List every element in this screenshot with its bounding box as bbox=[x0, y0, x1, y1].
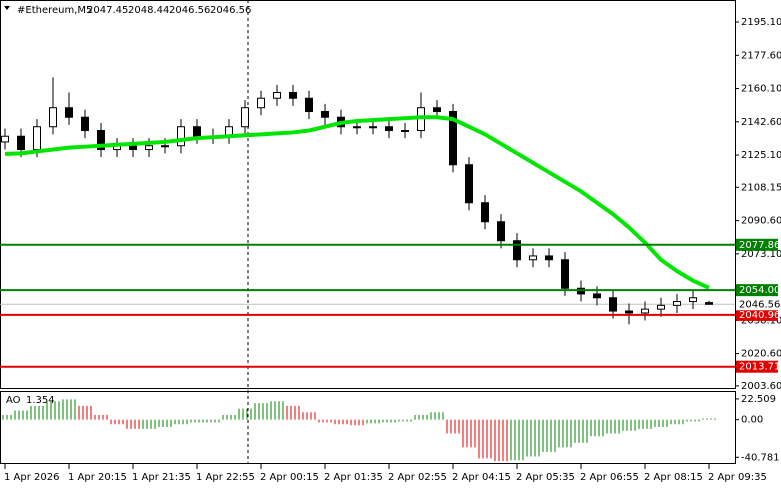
candle-body bbox=[689, 297, 697, 303]
x-tick-label: 2 Apr 09:35 bbox=[708, 472, 767, 483]
candle-body bbox=[161, 145, 169, 148]
candle-body bbox=[353, 126, 361, 129]
candle-body bbox=[241, 107, 249, 128]
x-tick-label: 2 Apr 00:15 bbox=[260, 472, 319, 483]
x-tick-label: 1 Apr 21:35 bbox=[132, 472, 191, 483]
candle-body bbox=[129, 145, 137, 151]
candle-body bbox=[513, 240, 521, 261]
last-high: 2048.44 bbox=[128, 5, 169, 16]
level-tag bbox=[736, 238, 778, 251]
moving-average bbox=[4, 115, 710, 290]
candle-body bbox=[177, 126, 185, 147]
y-tick-label: 2177.60 bbox=[741, 50, 781, 61]
current-price-tag bbox=[736, 298, 778, 311]
y-tick-label: 2020.60 bbox=[741, 349, 781, 360]
candle-body bbox=[289, 92, 297, 99]
candle-body bbox=[449, 111, 457, 166]
level-label: 2013.71 bbox=[739, 362, 780, 373]
candle-body bbox=[97, 130, 105, 151]
candle-body bbox=[401, 130, 409, 133]
y-tick-label: 2160.10 bbox=[741, 84, 781, 95]
candle-body bbox=[1, 135, 9, 143]
y-tick-label: 2142.60 bbox=[741, 117, 781, 128]
candle-body bbox=[657, 304, 665, 310]
candle-body bbox=[497, 221, 505, 242]
candle-body bbox=[433, 107, 441, 113]
level-tag bbox=[736, 360, 778, 373]
candle-body bbox=[545, 255, 553, 261]
candle-body bbox=[257, 97, 265, 109]
y-tick-label: 0.00 bbox=[741, 415, 763, 426]
candle-body bbox=[321, 111, 329, 118]
menu-arrow bbox=[4, 6, 10, 10]
current-price-label: 2046.56 bbox=[739, 299, 780, 310]
candle-body bbox=[641, 308, 649, 314]
y-tick-label: 2003.60 bbox=[741, 381, 781, 392]
level-label: 2040.96 bbox=[739, 310, 780, 321]
x-tick-label: 2 Apr 02:55 bbox=[388, 472, 447, 483]
candle-body bbox=[145, 145, 153, 151]
y-tick-label: 2073.10 bbox=[741, 249, 781, 260]
price-panel-frame bbox=[0, 0, 736, 389]
x-tick-label: 2 Apr 08:15 bbox=[644, 472, 703, 483]
candle-body bbox=[65, 107, 73, 118]
x-tick-label: 2 Apr 05:35 bbox=[516, 472, 575, 483]
x-tick-label: 1 Apr 20:15 bbox=[68, 472, 127, 483]
candle-body bbox=[193, 126, 201, 137]
candle-body bbox=[49, 107, 57, 128]
candle-body bbox=[481, 202, 489, 223]
last-low: 2046.56 bbox=[169, 5, 210, 16]
y-tick-label: 2090.60 bbox=[741, 216, 781, 227]
y-tick-label: 2195.10 bbox=[741, 17, 781, 28]
x-tick-label: 2 Apr 01:35 bbox=[324, 472, 383, 483]
y-tick-label: 22.509 bbox=[741, 394, 776, 405]
candle-body bbox=[273, 92, 281, 99]
ao-panel-frame bbox=[0, 391, 736, 464]
level-label: 2054.00 bbox=[739, 285, 780, 296]
level-tag bbox=[736, 284, 778, 297]
y-tick-label: 2125.10 bbox=[741, 150, 781, 161]
candle-body bbox=[609, 297, 617, 312]
y-tick-label: -40.781 bbox=[741, 452, 780, 463]
last-open: 2047.45 bbox=[87, 5, 128, 16]
ao-title: AO bbox=[6, 395, 21, 406]
symbol-title: #Ethereum,M5 bbox=[17, 5, 92, 16]
candle-body bbox=[465, 164, 473, 204]
level-tag bbox=[736, 308, 778, 321]
candle-body bbox=[673, 301, 681, 306]
candle-body bbox=[385, 126, 393, 132]
candle-body bbox=[17, 135, 25, 151]
last-close: 2046.56 bbox=[210, 5, 251, 16]
candle-body bbox=[625, 310, 633, 314]
x-tick-label: 2 Apr 04:15 bbox=[452, 472, 511, 483]
candle-body bbox=[561, 259, 569, 289]
candle-body bbox=[705, 302, 713, 305]
candle-body bbox=[81, 116, 89, 132]
candle-body bbox=[33, 126, 41, 151]
x-tick-label: 1 Apr 2026 bbox=[4, 472, 59, 483]
candle-body bbox=[369, 126, 377, 129]
candle-body bbox=[529, 255, 537, 261]
x-tick-label: 1 Apr 22:55 bbox=[196, 472, 255, 483]
candle-body bbox=[305, 97, 313, 113]
y-tick-label: 2108.15 bbox=[741, 182, 781, 193]
level-label: 2077.86 bbox=[739, 240, 780, 251]
ao-value: 1.354 bbox=[26, 395, 55, 406]
candle-body bbox=[593, 293, 601, 299]
x-tick-label: 2 Apr 06:55 bbox=[580, 472, 639, 483]
